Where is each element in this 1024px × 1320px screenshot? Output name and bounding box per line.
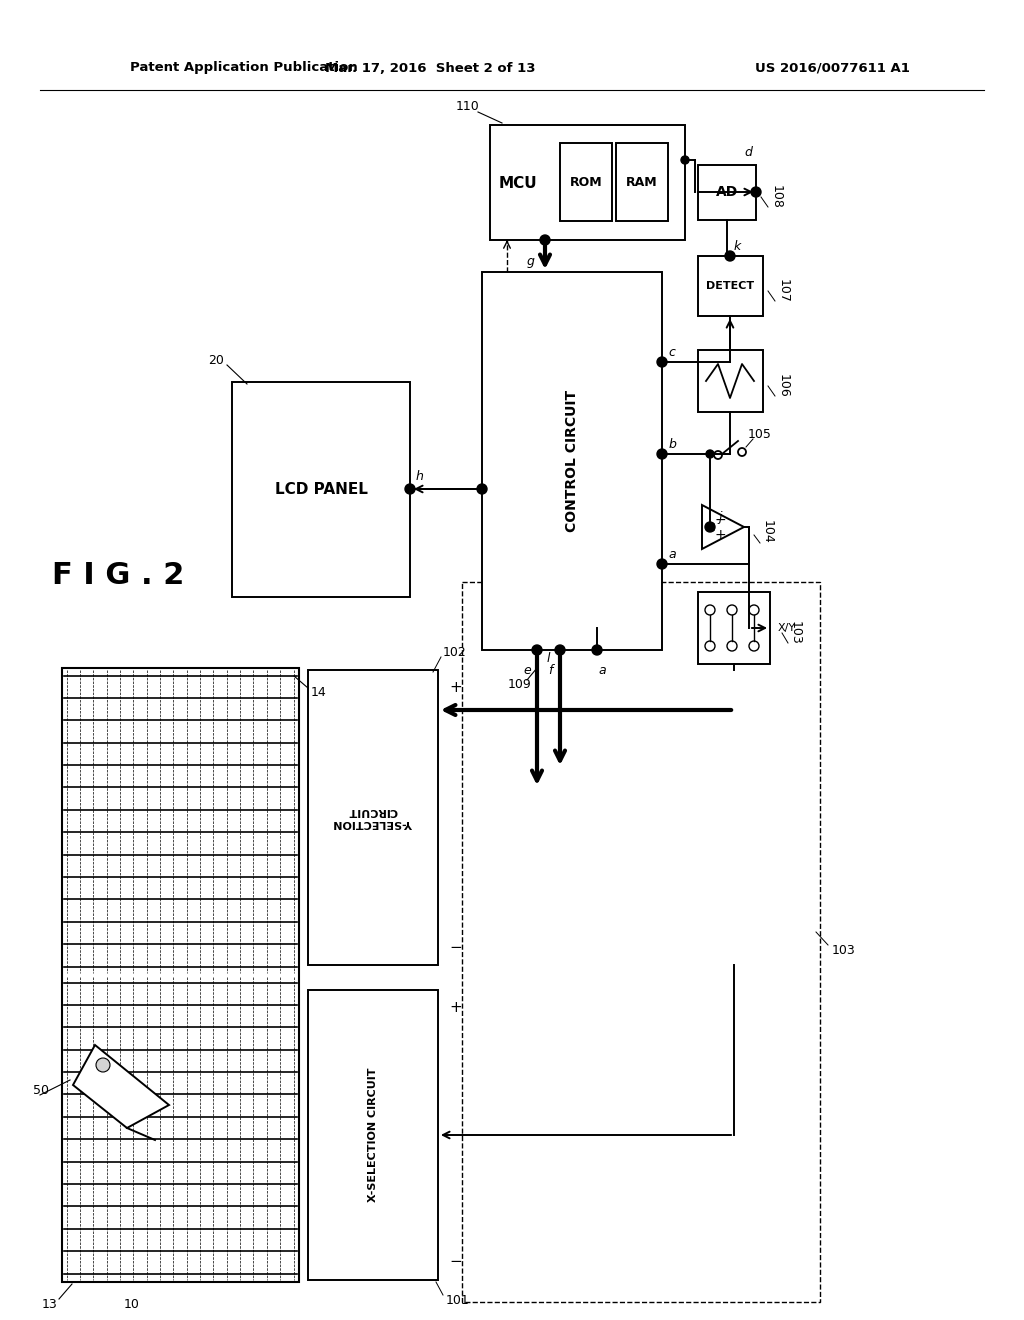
- Text: g: g: [527, 256, 535, 268]
- Bar: [232, 381, 410, 597]
- Text: 102: 102: [443, 645, 467, 659]
- Text: 110: 110: [456, 100, 480, 114]
- Circle shape: [406, 484, 415, 494]
- Circle shape: [657, 356, 667, 367]
- Circle shape: [705, 521, 715, 532]
- Text: US 2016/0077611 A1: US 2016/0077611 A1: [755, 62, 910, 74]
- Text: 103: 103: [831, 944, 856, 957]
- Text: k: k: [733, 239, 740, 252]
- Text: 101: 101: [446, 1294, 470, 1307]
- Text: l: l: [546, 652, 550, 664]
- Circle shape: [706, 450, 714, 458]
- Text: −: −: [450, 1254, 463, 1270]
- Text: 10: 10: [124, 1298, 140, 1311]
- Text: 50: 50: [33, 1084, 49, 1097]
- Text: −: −: [714, 513, 726, 527]
- Text: +: +: [450, 681, 463, 696]
- Bar: [698, 350, 763, 412]
- Bar: [616, 143, 668, 220]
- Circle shape: [657, 449, 667, 459]
- Text: 20: 20: [208, 354, 224, 367]
- Circle shape: [751, 187, 761, 197]
- Bar: [62, 668, 299, 1282]
- Text: a: a: [598, 664, 606, 676]
- Text: 107: 107: [776, 279, 790, 302]
- Text: 14: 14: [311, 686, 327, 700]
- Bar: [482, 272, 662, 649]
- Circle shape: [657, 558, 667, 569]
- Text: Mar. 17, 2016  Sheet 2 of 13: Mar. 17, 2016 Sheet 2 of 13: [325, 62, 536, 74]
- Text: h: h: [416, 470, 424, 483]
- Text: 105: 105: [749, 429, 772, 441]
- Circle shape: [592, 645, 602, 655]
- Text: +: +: [714, 528, 726, 543]
- Circle shape: [555, 645, 565, 655]
- Text: d: d: [744, 145, 752, 158]
- Text: j: j: [718, 511, 722, 524]
- Text: b: b: [668, 437, 676, 450]
- Text: f: f: [548, 664, 552, 676]
- Circle shape: [477, 484, 487, 494]
- Text: 106: 106: [776, 374, 790, 397]
- Bar: [698, 591, 770, 664]
- Circle shape: [540, 235, 550, 246]
- Polygon shape: [73, 1045, 169, 1129]
- Circle shape: [96, 1059, 110, 1072]
- Bar: [490, 125, 685, 240]
- Text: +: +: [450, 1001, 463, 1015]
- Text: RAM: RAM: [627, 176, 657, 189]
- Text: 103: 103: [788, 622, 802, 645]
- Text: AD: AD: [716, 185, 738, 199]
- Bar: [698, 256, 763, 315]
- Bar: [462, 582, 820, 1302]
- Text: ROM: ROM: [569, 176, 602, 189]
- Text: 13: 13: [41, 1298, 57, 1311]
- Text: X/Y: X/Y: [778, 623, 796, 634]
- Bar: [560, 143, 612, 220]
- Text: 104: 104: [761, 520, 773, 544]
- Text: Patent Application Publication: Patent Application Publication: [130, 62, 357, 74]
- Bar: [698, 165, 756, 220]
- Text: c: c: [669, 346, 676, 359]
- Circle shape: [725, 251, 735, 261]
- Bar: [308, 990, 438, 1280]
- Text: Y-SELECTION
CIRCUIT: Y-SELECTION CIRCUIT: [333, 807, 413, 828]
- Circle shape: [681, 156, 689, 164]
- Text: 108: 108: [769, 185, 782, 209]
- Text: MCU: MCU: [499, 176, 538, 190]
- Bar: [308, 671, 438, 965]
- Text: X-SELECTION CIRCUIT: X-SELECTION CIRCUIT: [368, 1068, 378, 1203]
- Text: F I G . 2: F I G . 2: [52, 561, 184, 590]
- Text: CONTROL CIRCUIT: CONTROL CIRCUIT: [565, 389, 579, 532]
- Text: DETECT: DETECT: [706, 281, 754, 290]
- Text: LCD PANEL: LCD PANEL: [274, 482, 368, 496]
- Text: −: −: [450, 940, 463, 954]
- Text: e: e: [523, 664, 530, 676]
- Text: 109: 109: [508, 678, 531, 692]
- Text: a: a: [669, 548, 676, 561]
- Circle shape: [532, 645, 542, 655]
